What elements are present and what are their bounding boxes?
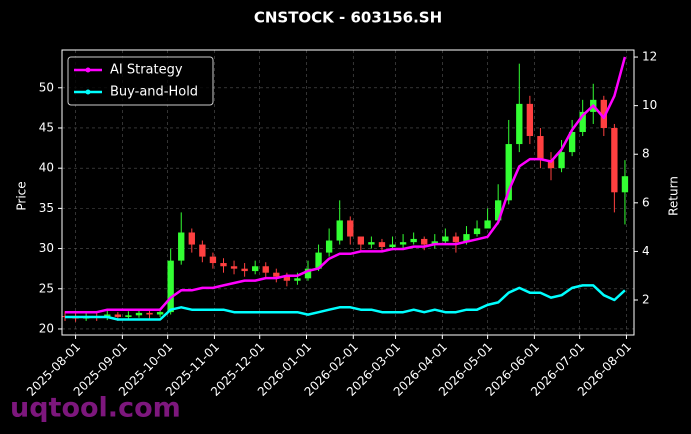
candle-body	[230, 266, 238, 269]
candle-body	[325, 240, 333, 253]
y2-tick-label: 8	[642, 147, 650, 161]
y-tick-label: 45	[39, 120, 54, 134]
candle-body	[516, 103, 523, 145]
y-tick-label: 50	[39, 80, 54, 94]
candle-body	[399, 242, 407, 245]
candle-body	[484, 220, 491, 229]
series-line	[65, 284, 626, 321]
candle-body	[357, 236, 364, 245]
candle-body	[304, 268, 312, 279]
candle-body	[146, 312, 153, 315]
candle-body	[220, 263, 227, 267]
candle-body	[378, 242, 386, 247]
candle-body	[421, 238, 428, 245]
candle-body	[273, 272, 280, 277]
candle-body	[442, 236, 449, 242]
candle-body	[600, 99, 607, 128]
candle-body	[505, 144, 512, 201]
candle-body	[167, 260, 174, 313]
y-tick-label: 25	[39, 281, 54, 295]
candle-body	[114, 314, 122, 317]
candle-body	[252, 266, 259, 272]
candle-body	[537, 136, 544, 161]
y-tick-label: 35	[39, 201, 54, 215]
candle-body	[494, 200, 502, 221]
candle-body	[125, 315, 132, 317]
watermark: uqtool.com	[10, 393, 181, 424]
legend-label: AI Strategy	[110, 63, 183, 78]
candle-body	[336, 220, 343, 241]
candle-body	[611, 127, 618, 193]
candle-body	[526, 103, 534, 137]
legend-marker	[85, 89, 91, 95]
candle-body	[389, 244, 396, 247]
y-tick-label: 20	[39, 321, 54, 335]
candle-body	[347, 220, 354, 237]
candle-body	[262, 266, 269, 273]
y-tick-label: 30	[39, 241, 54, 255]
candle-body	[199, 244, 206, 257]
series-line	[65, 56, 627, 314]
candle-body	[283, 276, 291, 281]
y2-tick-label: 2	[642, 293, 650, 307]
y2-tick-label: 12	[642, 50, 657, 64]
candle-body	[188, 232, 195, 245]
candle-body	[315, 252, 322, 269]
legend: AI Strategy Buy-and-Hold	[67, 56, 214, 106]
legend-label: Buy-and-Hold	[110, 85, 198, 100]
plot-frame	[61, 49, 635, 336]
candle-body	[410, 238, 417, 243]
y-tick-label: 40	[39, 161, 54, 175]
candle-body	[473, 228, 481, 235]
candle-body	[241, 268, 248, 272]
candle-body	[621, 176, 629, 193]
candle-body	[463, 234, 470, 243]
candle-body	[558, 152, 565, 169]
y2-tick-label: 10	[642, 98, 657, 112]
y-axis-label: Price	[15, 181, 29, 210]
legend-marker	[85, 67, 91, 73]
y2-tick-label: 4	[642, 244, 650, 258]
candle-body	[568, 132, 576, 153]
y2-tick-label: 6	[642, 195, 650, 209]
chart-title: CNSTOCK - 603156.SH	[254, 9, 442, 27]
candle-body	[547, 160, 555, 169]
candle-body	[579, 111, 586, 133]
candle-body	[209, 256, 217, 264]
candle-body	[156, 312, 164, 315]
candle-body	[452, 236, 460, 243]
y2-axis-label: Return	[667, 176, 681, 216]
candle-body	[294, 278, 301, 281]
candle-body	[368, 242, 375, 245]
legend-box	[67, 56, 214, 106]
candle-body	[135, 312, 143, 316]
candle-body	[178, 232, 185, 261]
